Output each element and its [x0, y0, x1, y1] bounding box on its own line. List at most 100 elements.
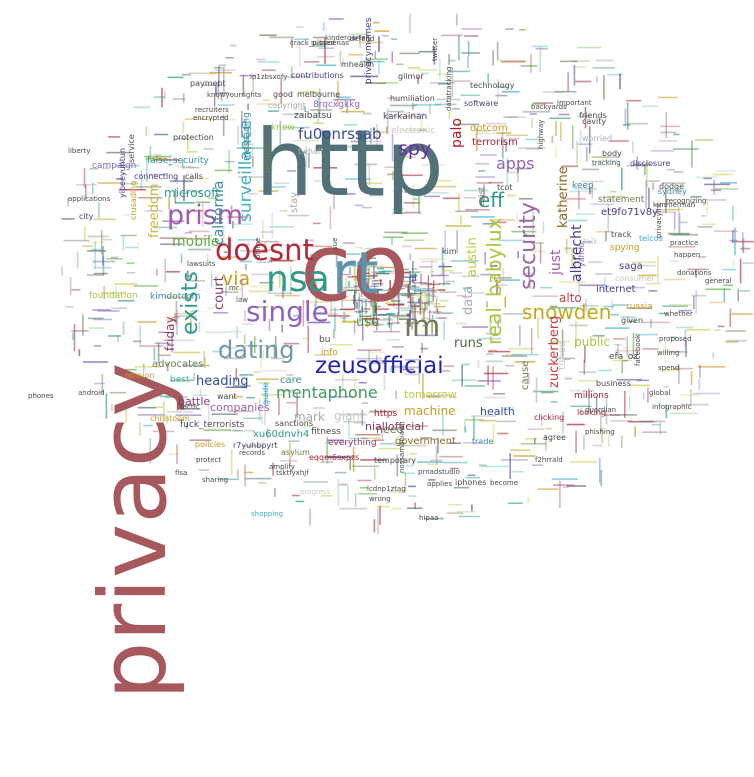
- cloud-word: dotcom: [470, 123, 508, 134]
- texture-mark: [723, 284, 734, 287]
- texture-mark: [647, 387, 649, 403]
- texture-mark: [456, 322, 467, 325]
- texture-mark: [582, 168, 599, 171]
- cloud-word: trade: [472, 437, 494, 446]
- cloud-word: katherine: [556, 166, 571, 228]
- texture-mark: [372, 305, 381, 308]
- texture-mark: [153, 159, 180, 161]
- cloud-word: saga: [619, 261, 643, 272]
- texture-mark: [580, 180, 605, 183]
- texture-mark: [279, 120, 282, 147]
- texture-mark: [695, 290, 697, 314]
- texture-mark: [217, 104, 235, 106]
- texture-mark: [572, 66, 586, 68]
- texture-mark: [425, 179, 452, 182]
- texture-mark: [164, 396, 188, 399]
- texture-mark: [437, 308, 439, 315]
- texture-mark: [480, 465, 509, 468]
- texture-mark: [373, 280, 378, 282]
- texture-mark: [376, 124, 378, 146]
- texture-mark: [317, 96, 320, 123]
- texture-mark: [471, 216, 495, 218]
- texture-mark: [100, 230, 103, 255]
- cloud-word: co: [300, 214, 410, 323]
- texture-mark: [209, 71, 233, 74]
- cloud-word: tcot: [497, 183, 513, 192]
- texture-mark: [380, 279, 382, 287]
- texture-mark: [398, 280, 415, 283]
- texture-mark: [354, 204, 364, 207]
- cloud-word: sydney: [658, 187, 687, 196]
- cloud-word: talk: [583, 237, 598, 246]
- texture-mark: [569, 324, 589, 327]
- texture-mark: [390, 365, 393, 373]
- texture-mark: [192, 394, 207, 397]
- texture-mark: [317, 55, 336, 58]
- texture-mark: [257, 61, 280, 63]
- texture-mark: [304, 280, 314, 283]
- texture-mark: [157, 342, 160, 364]
- texture-mark: [561, 329, 564, 358]
- texture-mark: [163, 401, 165, 423]
- texture-mark: [560, 122, 562, 141]
- texture-mark: [542, 91, 565, 93]
- texture-mark: [581, 241, 593, 243]
- texture-mark: [465, 209, 491, 211]
- texture-mark: [479, 199, 482, 208]
- texture-mark: [464, 385, 485, 387]
- texture-mark: [295, 500, 305, 503]
- texture-mark: [286, 401, 296, 404]
- texture-mark: [430, 295, 438, 298]
- texture-mark: [164, 259, 167, 283]
- texture-mark: [503, 116, 518, 118]
- texture-mark: [467, 55, 469, 69]
- cloud-word: snowden: [522, 300, 612, 324]
- texture-mark: [354, 310, 369, 313]
- cloud-word: global: [649, 389, 671, 397]
- texture-mark: [508, 502, 523, 504]
- cloud-word: public: [574, 335, 611, 349]
- texture-mark: [187, 270, 189, 280]
- texture-mark: [146, 156, 148, 182]
- texture-mark: [237, 239, 259, 241]
- texture-mark: [355, 276, 357, 295]
- texture-mark: [605, 230, 607, 242]
- texture-mark: [243, 345, 268, 347]
- texture-mark: [690, 371, 693, 385]
- texture-mark: [350, 75, 378, 78]
- texture-mark: [213, 312, 229, 314]
- cloud-word: software: [464, 99, 499, 108]
- texture-mark: [520, 65, 538, 67]
- texture-mark: [605, 398, 608, 425]
- texture-mark: [438, 265, 452, 268]
- cloud-word: government: [395, 436, 456, 447]
- cloud-word: court: [212, 276, 227, 310]
- texture-mark: [326, 437, 328, 464]
- texture-mark: [404, 472, 407, 492]
- texture-mark: [462, 287, 472, 290]
- texture-mark: [199, 389, 202, 396]
- texture-mark: [484, 252, 486, 265]
- texture-mark: [531, 45, 548, 48]
- texture-mark: [168, 453, 180, 455]
- texture-mark: [225, 386, 248, 389]
- texture-mark: [175, 414, 202, 416]
- texture-mark: [617, 343, 619, 357]
- texture-mark: [400, 294, 414, 296]
- texture-mark: [628, 320, 636, 323]
- cloud-word: fisa: [175, 469, 188, 477]
- texture-mark: [223, 251, 231, 253]
- texture-mark: [666, 168, 675, 171]
- texture-mark: [461, 52, 481, 54]
- texture-mark: [609, 140, 629, 142]
- texture-mark: [258, 190, 279, 192]
- texture-mark: [184, 231, 193, 234]
- texture-mark: [484, 372, 509, 375]
- texture-mark: [566, 485, 587, 487]
- cloud-word: temporary: [374, 456, 417, 465]
- texture-mark: [205, 235, 213, 237]
- texture-mark: [409, 13, 411, 33]
- texture-mark: [445, 225, 472, 227]
- texture-mark: [315, 281, 317, 306]
- texture-mark: [355, 357, 383, 360]
